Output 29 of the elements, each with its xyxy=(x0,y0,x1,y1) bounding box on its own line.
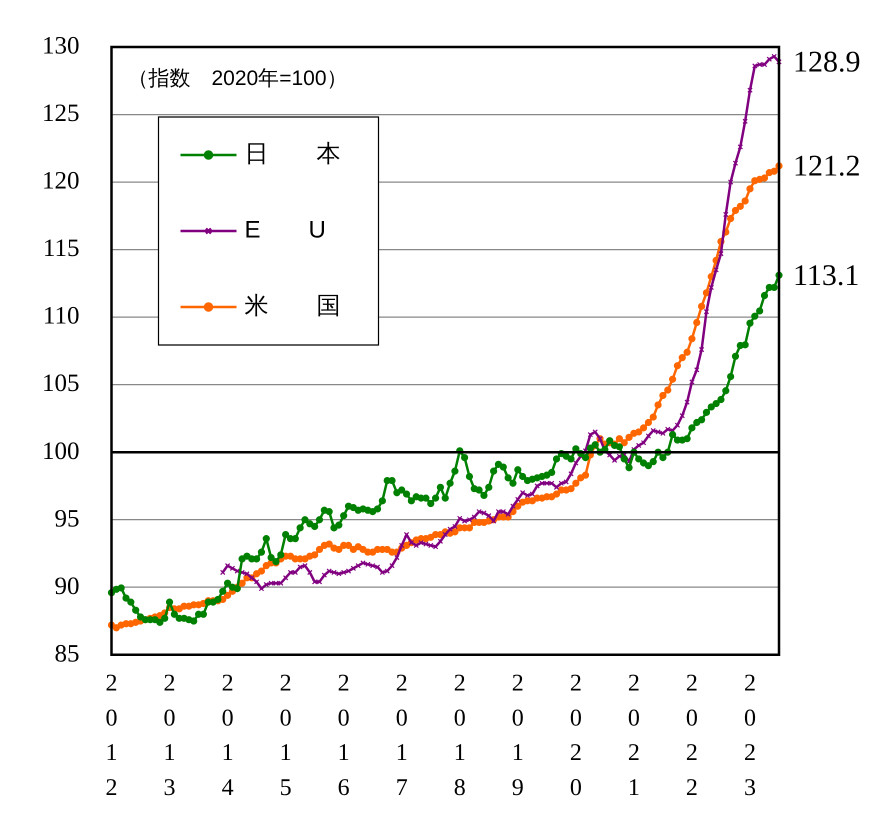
y-tick-label: 125 xyxy=(42,100,80,128)
x-tick-label: 2013 xyxy=(164,670,176,801)
annotation: （指数 2020年=100） xyxy=(128,66,348,90)
legend-label: 日 本 xyxy=(244,140,340,168)
x-tick-label: 2012 xyxy=(106,670,118,801)
x-tick-label: 2017 xyxy=(396,670,408,801)
y-tick-label: 105 xyxy=(42,370,80,398)
y-tick-label: 130 xyxy=(42,32,80,60)
data-label: 113.1 xyxy=(793,259,860,292)
y-tick-label: 115 xyxy=(42,235,80,262)
y-tick-label: 95 xyxy=(54,505,80,532)
y-tick-label: 120 xyxy=(42,168,80,195)
legend-label: 米 国 xyxy=(244,292,340,320)
x-tick-label: 2021 xyxy=(628,670,640,801)
x-tick-label: 2023 xyxy=(744,670,756,801)
x-tick-label: 2022 xyxy=(686,670,698,801)
data-label: 121.2 xyxy=(793,150,860,183)
x-tick-label: 2016 xyxy=(338,670,350,801)
y-tick-label: 85 xyxy=(54,640,80,668)
x-tick-label: 2014 xyxy=(222,670,234,801)
y-tick-label: 90 xyxy=(54,572,80,600)
x-tick-label: 2015 xyxy=(280,670,292,801)
x-tick-label: 2019 xyxy=(512,670,524,801)
data-label: 128.9 xyxy=(793,46,860,79)
x-tick-label: 2018 xyxy=(454,670,466,801)
x-tick-label: 2020 xyxy=(570,670,582,801)
legend-label: E U xyxy=(244,216,326,244)
y-tick-label: 110 xyxy=(42,302,80,330)
y-tick-label: 100 xyxy=(42,438,80,465)
